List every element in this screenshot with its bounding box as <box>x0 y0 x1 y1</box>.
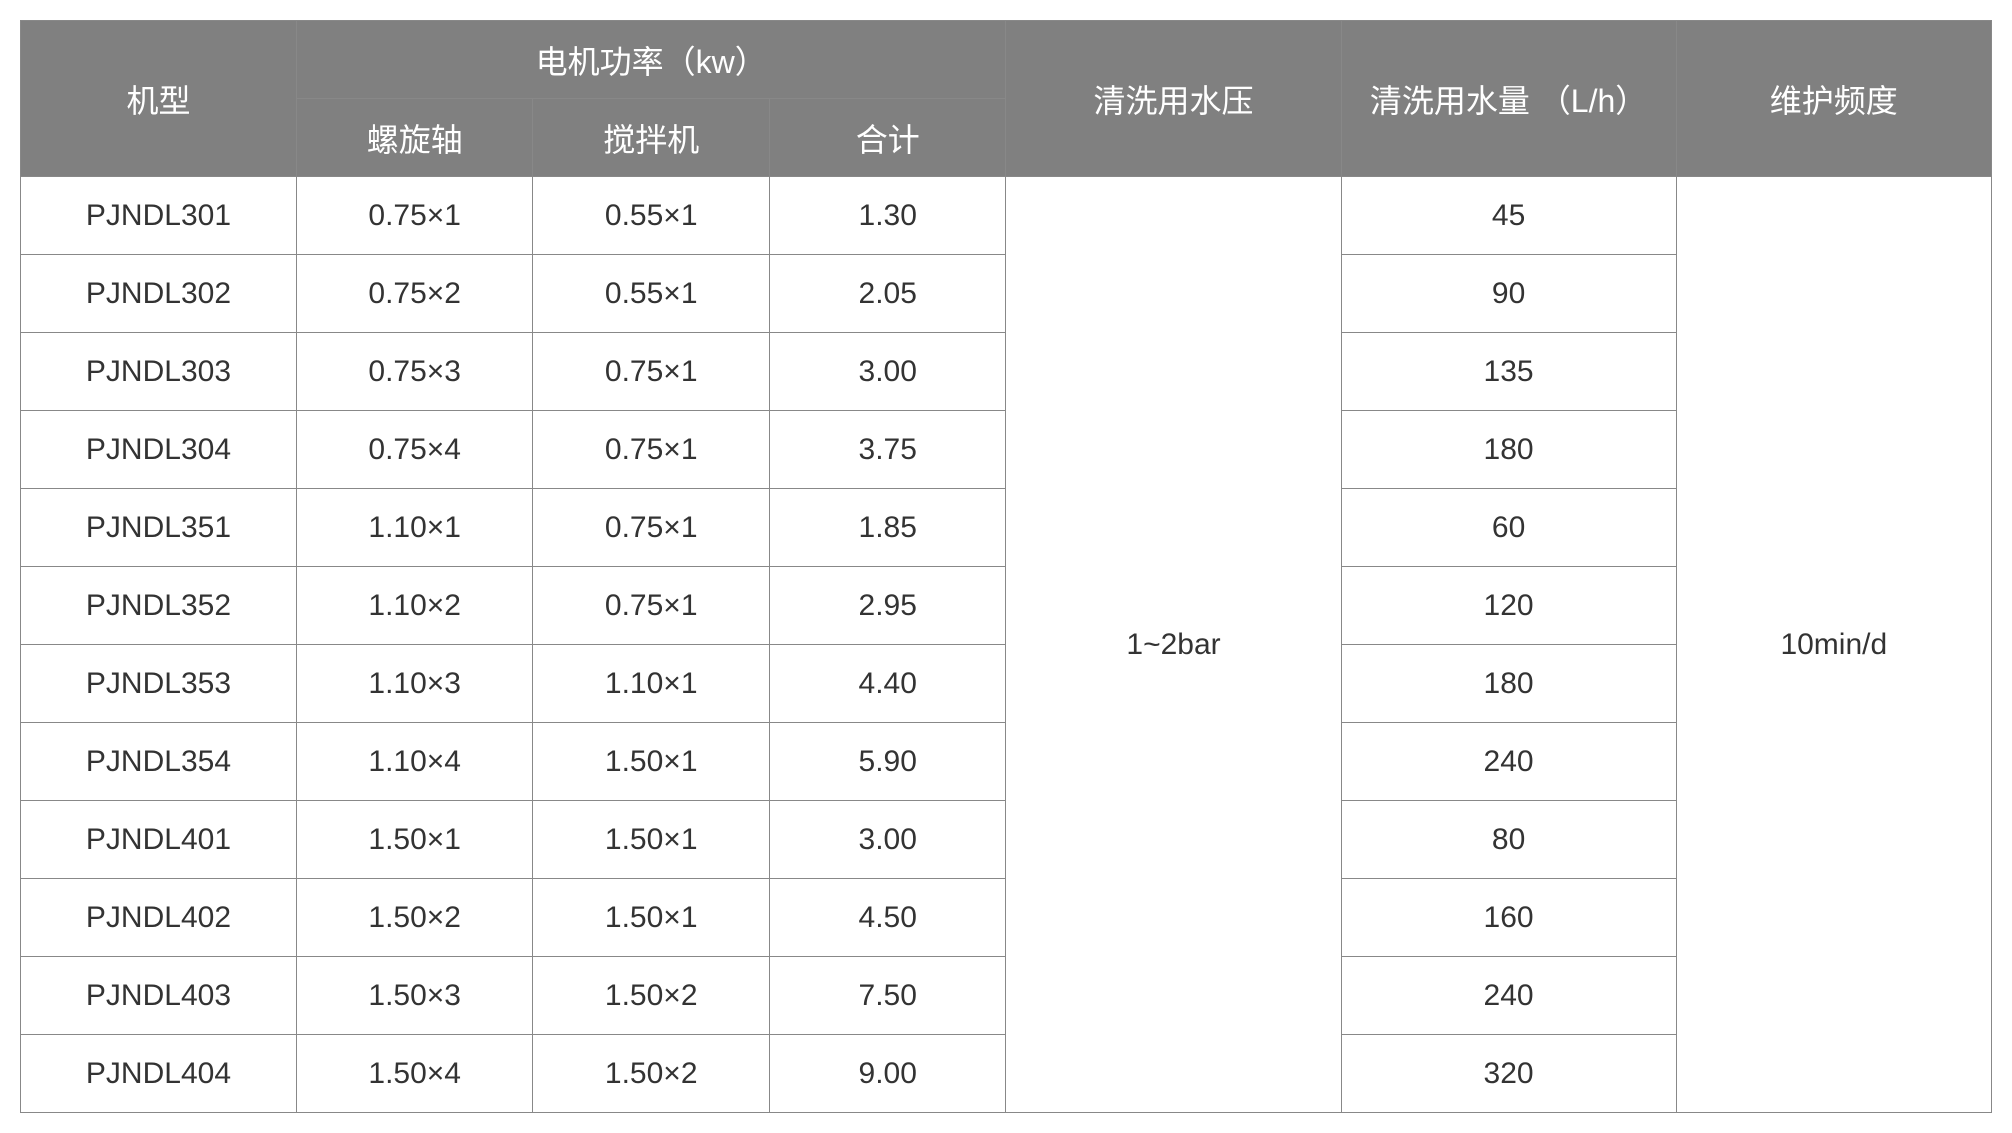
cell-wash-water: 90 <box>1341 255 1676 333</box>
cell-model: PJNDL403 <box>21 957 297 1035</box>
cell-model: PJNDL351 <box>21 489 297 567</box>
header-model: 机型 <box>21 21 297 177</box>
cell-screw: 1.50×4 <box>296 1035 533 1113</box>
cell-total: 1.85 <box>769 489 1006 567</box>
cell-mixer: 0.75×1 <box>533 489 770 567</box>
cell-wash-water: 180 <box>1341 411 1676 489</box>
cell-mixer: 1.50×2 <box>533 1035 770 1113</box>
cell-model: PJNDL354 <box>21 723 297 801</box>
cell-mixer: 0.55×1 <box>533 177 770 255</box>
cell-wash-water: 240 <box>1341 957 1676 1035</box>
cell-total: 1.30 <box>769 177 1006 255</box>
header-motor-power: 电机功率（kw） <box>296 21 1006 99</box>
cell-total: 3.00 <box>769 801 1006 879</box>
cell-wash-water: 60 <box>1341 489 1676 567</box>
header-mixer: 搅拌机 <box>533 99 770 177</box>
cell-total: 7.50 <box>769 957 1006 1035</box>
cell-wash-water: 160 <box>1341 879 1676 957</box>
cell-mixer: 1.50×1 <box>533 879 770 957</box>
cell-mixer: 1.50×2 <box>533 957 770 1035</box>
cell-maintenance: 10min/d <box>1676 177 1991 1113</box>
cell-model: PJNDL402 <box>21 879 297 957</box>
cell-wash-water: 120 <box>1341 567 1676 645</box>
table-row: PJNDL3010.75×10.55×11.301~2bar4510min/d <box>21 177 1992 255</box>
table-header: 机型 电机功率（kw） 清洗用水压 清洗用水量 （L/h） 维护频度 螺旋轴 搅… <box>21 21 1992 177</box>
cell-total: 2.95 <box>769 567 1006 645</box>
spec-table: 机型 电机功率（kw） 清洗用水压 清洗用水量 （L/h） 维护频度 螺旋轴 搅… <box>20 20 1992 1113</box>
cell-wash-water: 45 <box>1341 177 1676 255</box>
cell-model: PJNDL301 <box>21 177 297 255</box>
cell-screw: 1.10×1 <box>296 489 533 567</box>
cell-model: PJNDL303 <box>21 333 297 411</box>
cell-wash-water: 180 <box>1341 645 1676 723</box>
cell-model: PJNDL353 <box>21 645 297 723</box>
cell-total: 3.00 <box>769 333 1006 411</box>
header-wash-water: 清洗用水量 （L/h） <box>1341 21 1676 177</box>
cell-total: 4.50 <box>769 879 1006 957</box>
cell-wash-water: 240 <box>1341 723 1676 801</box>
cell-mixer: 0.75×1 <box>533 567 770 645</box>
cell-wash-water: 320 <box>1341 1035 1676 1113</box>
cell-screw: 0.75×1 <box>296 177 533 255</box>
cell-model: PJNDL302 <box>21 255 297 333</box>
header-maintenance: 维护频度 <box>1676 21 1991 177</box>
cell-screw: 1.50×2 <box>296 879 533 957</box>
cell-model: PJNDL401 <box>21 801 297 879</box>
cell-model: PJNDL352 <box>21 567 297 645</box>
cell-wash-pressure: 1~2bar <box>1006 177 1341 1113</box>
cell-mixer: 1.50×1 <box>533 723 770 801</box>
cell-screw: 0.75×2 <box>296 255 533 333</box>
cell-screw: 1.10×2 <box>296 567 533 645</box>
cell-total: 5.90 <box>769 723 1006 801</box>
cell-total: 9.00 <box>769 1035 1006 1113</box>
cell-screw: 1.10×4 <box>296 723 533 801</box>
cell-model: PJNDL404 <box>21 1035 297 1113</box>
cell-total: 3.75 <box>769 411 1006 489</box>
cell-mixer: 0.55×1 <box>533 255 770 333</box>
cell-mixer: 0.75×1 <box>533 411 770 489</box>
header-screw: 螺旋轴 <box>296 99 533 177</box>
cell-total: 4.40 <box>769 645 1006 723</box>
cell-mixer: 1.10×1 <box>533 645 770 723</box>
cell-screw: 0.75×3 <box>296 333 533 411</box>
cell-wash-water: 135 <box>1341 333 1676 411</box>
cell-screw: 0.75×4 <box>296 411 533 489</box>
cell-screw: 1.50×1 <box>296 801 533 879</box>
cell-total: 2.05 <box>769 255 1006 333</box>
cell-screw: 1.10×3 <box>296 645 533 723</box>
header-wash-pressure: 清洗用水压 <box>1006 21 1341 177</box>
cell-mixer: 1.50×1 <box>533 801 770 879</box>
cell-wash-water: 80 <box>1341 801 1676 879</box>
header-total: 合计 <box>769 99 1006 177</box>
cell-model: PJNDL304 <box>21 411 297 489</box>
table-body: PJNDL3010.75×10.55×11.301~2bar4510min/dP… <box>21 177 1992 1113</box>
cell-screw: 1.50×3 <box>296 957 533 1035</box>
cell-mixer: 0.75×1 <box>533 333 770 411</box>
